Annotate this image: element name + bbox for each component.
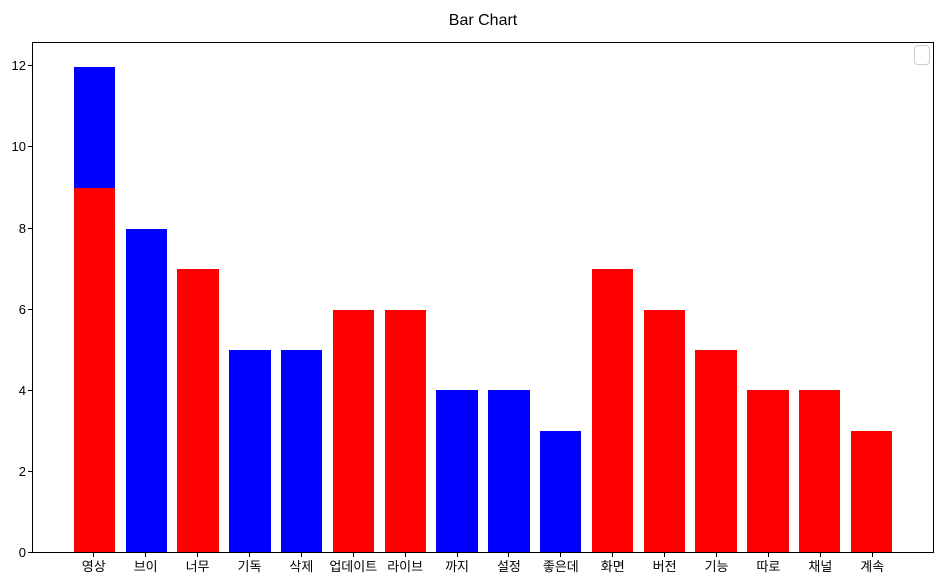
y-tick-label-0: 0: [18, 545, 26, 560]
y-tick-label-2: 2: [18, 463, 26, 479]
x-tick-mark-영상: [93, 553, 95, 557]
bar-채널: [798, 390, 841, 552]
x-tick-mark-버전: [664, 553, 666, 557]
chart-title: Bar Chart: [448, 12, 518, 29]
y-tick-mark-8: [28, 227, 32, 229]
x-tick-mark-기능: [716, 553, 718, 557]
bar-버전: [643, 309, 685, 552]
x-tick-mark-채널: [819, 553, 821, 557]
bar-화면: [591, 269, 634, 552]
x-tick-label-까지: 까지: [445, 559, 469, 574]
bar-까지: [436, 390, 478, 552]
x-tick-mark-라이브: [404, 553, 406, 557]
bar-좋은데: [539, 430, 582, 552]
x-tick-label-브이: 브이: [133, 559, 158, 574]
y-tick-label-6: 6: [18, 301, 26, 317]
y-tick-mark-0: [28, 552, 32, 553]
x-tick-label-좋은데: 좋은데: [542, 559, 579, 574]
x-tick-mark-화면: [612, 553, 614, 557]
bar-업데이트: [332, 309, 375, 552]
y-tick-label-4: 4: [18, 382, 26, 398]
x-tick-mark-좋은데: [560, 553, 562, 557]
x-tick-mark-너무: [197, 553, 199, 557]
x-tick-label-기능: 기능: [704, 559, 729, 574]
bar-라이브: [384, 309, 427, 552]
bar-계속: [850, 430, 893, 552]
x-tick-label-삭제: 삭제: [289, 559, 314, 574]
y-tick-mark-4: [28, 389, 32, 391]
y-tick-label-10: 10: [11, 139, 26, 155]
x-tick-mark-삭제: [300, 553, 302, 557]
x-tick-label-업데이트: 업데이트: [329, 559, 378, 574]
y-tick-mark-6: [28, 308, 32, 310]
x-tick-label-채널: 채널: [808, 559, 833, 574]
x-tick-mark-따로: [767, 553, 769, 557]
bar-영상-segment-1: [73, 67, 116, 189]
x-tick-label-너무: 너무: [185, 559, 210, 574]
x-tick-mark-기독: [248, 553, 250, 557]
x-tick-label-영상: 영상: [81, 559, 106, 574]
x-tick-mark-업데이트: [352, 553, 354, 557]
y-tick-mark-2: [28, 470, 32, 472]
x-tick-label-기독: 기독: [237, 559, 262, 574]
x-tick-mark-설정: [508, 553, 510, 557]
bar-따로: [747, 390, 789, 552]
bar-설정: [488, 390, 530, 552]
x-tick-mark-까지: [456, 553, 458, 557]
bar-기독: [229, 350, 271, 552]
x-tick-label-계속: 계속: [860, 559, 885, 574]
bar-영상-segment-0: [73, 188, 116, 552]
x-tick-mark-계속: [871, 553, 873, 557]
x-tick-label-라이브: 라이브: [387, 559, 424, 574]
y-tick-label-12: 12: [11, 58, 26, 74]
bar-삭제: [281, 350, 323, 552]
x-tick-mark-브이: [145, 553, 147, 557]
plot-area: [32, 42, 934, 553]
legend-box: [914, 45, 930, 65]
y-tick-mark-10: [28, 146, 32, 148]
bar-브이: [125, 228, 168, 552]
x-tick-label-화면: 화면: [600, 559, 625, 574]
bar-기능: [695, 350, 737, 552]
y-tick-mark-12: [28, 65, 32, 67]
x-tick-label-버전: 버전: [652, 559, 677, 574]
bar-너무: [177, 269, 219, 552]
x-tick-label-설정: 설정: [496, 559, 521, 574]
y-tick-label-8: 8: [18, 220, 26, 236]
x-tick-label-따로: 따로: [756, 559, 781, 574]
